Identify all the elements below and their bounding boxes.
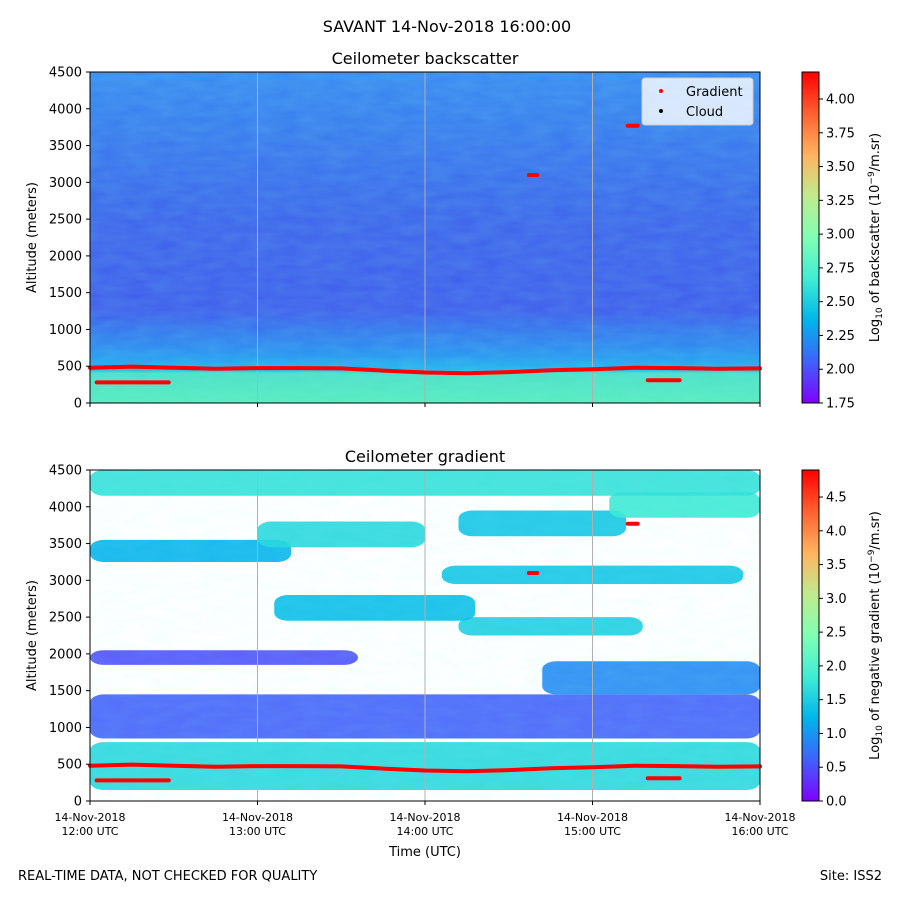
panel-title: Ceilometer gradient <box>345 447 505 466</box>
y-tick-label: 4500 <box>49 464 82 479</box>
y-tick-label: 2000 <box>49 249 82 264</box>
x-tick-label-time: 16:00 UTC <box>731 825 788 838</box>
y-tick-label: 3500 <box>49 139 82 154</box>
x-tick-label-time: 13:00 UTC <box>229 825 286 838</box>
y-tick-label: 2500 <box>49 611 82 626</box>
y-tick-label: 4000 <box>49 500 82 515</box>
colorbar-tick-label: 3.5 <box>826 558 847 573</box>
legend: Gradient Cloud <box>641 77 754 126</box>
colorbar-tick-label: 2.00 <box>826 363 855 378</box>
x-tick-label-time: 12:00 UTC <box>61 825 118 838</box>
y-tick-label: 0 <box>74 795 82 810</box>
gradient-panel: Ceilometer gradient 0 500 1000 1500 2000 2500 3… <box>25 447 885 860</box>
y-tick-label: 1000 <box>49 323 82 338</box>
backscatter-panel: Ceilometer backscatter 0 500 1000 1500 2000 25… <box>25 49 885 412</box>
legend-box <box>641 77 754 126</box>
colorbar-tick-label: 1.0 <box>826 727 847 742</box>
legend-gradient-label: Gradient <box>686 85 743 100</box>
colorbar-label: Log10 of backscatter (10−9/m.sr) <box>867 133 885 342</box>
x-tick-label-date: 14-Nov-2018 <box>557 811 628 824</box>
legend-gradient-marker <box>659 89 663 93</box>
y-tick-label: 500 <box>57 360 82 375</box>
colorbar-tick-label: 1.75 <box>826 397 855 412</box>
x-tick-label-time: 15:00 UTC <box>564 825 621 838</box>
gradient-layer-line <box>88 762 762 774</box>
y-tick-label: 4000 <box>49 102 82 117</box>
site-label: Site: ISS2 <box>819 869 882 884</box>
colorbar-tick-label: 3.0 <box>826 592 847 607</box>
colorbar-tick-label: 2.75 <box>826 261 855 276</box>
y-tick-label: 2000 <box>49 647 82 662</box>
y-tick-label: 2500 <box>49 213 82 228</box>
y-tick-label: 3500 <box>49 537 82 552</box>
figure-title: SAVANT 14-Nov-2018 16:00:00 <box>323 17 571 36</box>
legend-cloud-label: Cloud <box>686 105 723 120</box>
y-tick-label: 4500 <box>49 66 82 81</box>
colorbar-tick-label: 3.50 <box>826 160 855 175</box>
colorbar-tick-label: 4.5 <box>826 491 847 506</box>
colorbar-tick-label: 3.00 <box>826 228 855 243</box>
y-tick-label: 1500 <box>49 286 82 301</box>
colorbar <box>801 469 820 802</box>
y-tick-label: 3000 <box>49 176 82 191</box>
colorbar-tick-label: 2.50 <box>826 295 855 310</box>
colorbar-tick-label: 4.0 <box>826 524 847 539</box>
colorbar-tick-label: 0.0 <box>826 795 847 810</box>
x-tick-label-time: 14:00 UTC <box>396 825 453 838</box>
legend-cloud-marker <box>659 109 663 113</box>
y-tick-label: 500 <box>57 758 82 773</box>
x-axis-label: Time (UTC) <box>388 845 461 860</box>
y-tick-label: 1500 <box>49 684 82 699</box>
colorbar-tick-label: 3.75 <box>826 126 855 141</box>
x-tick-label-date: 14-Nov-2018 <box>54 811 125 824</box>
colorbar-tick-label: 3.25 <box>826 194 855 209</box>
colorbar-tick-label: 1.5 <box>826 693 847 708</box>
colorbar-tick-label: 2.25 <box>826 329 855 344</box>
y-tick-label: 0 <box>74 397 82 412</box>
quality-disclaimer: REAL-TIME DATA, NOT CHECKED FOR QUALITY <box>18 869 318 884</box>
x-tick-label-date: 14-Nov-2018 <box>389 811 460 824</box>
y-axis-label: Altitude (meters) <box>25 580 40 691</box>
colorbar-tick-label: 4.00 <box>826 93 855 108</box>
y-axis-label: Altitude (meters) <box>25 182 40 293</box>
colorbar-label: Log10 of negative gradient (10−9/m.sr) <box>867 511 885 760</box>
x-tick-label-date: 14-Nov-2018 <box>724 811 795 824</box>
y-tick-label: 3000 <box>49 574 82 589</box>
gradient-layer-line <box>88 364 762 376</box>
colorbar <box>801 71 820 404</box>
y-tick-label: 1000 <box>49 721 82 736</box>
panel-title: Ceilometer backscatter <box>332 49 519 68</box>
colorbar-tick-label: 0.5 <box>826 761 847 776</box>
colorbar-tick-label: 2.0 <box>826 659 847 674</box>
x-tick-label-date: 14-Nov-2018 <box>222 811 293 824</box>
colorbar-tick-label: 2.5 <box>826 626 847 641</box>
